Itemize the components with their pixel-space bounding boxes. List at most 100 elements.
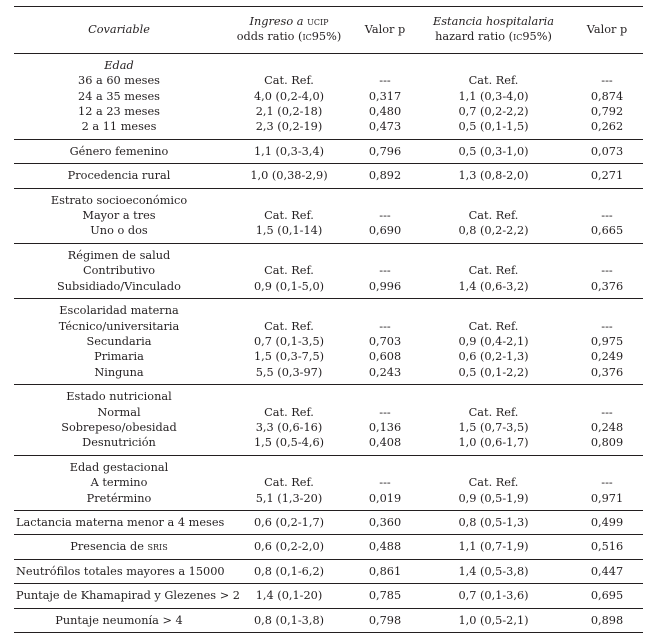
odds-ratio-cell xyxy=(224,385,354,405)
table-row: Secundaria 0,7 (0,1-3,5) 0,703 0,9 (0,4-2,1… xyxy=(14,334,643,349)
valor-p-estancia-cell: 0,516 xyxy=(571,534,643,560)
odds-ratio-cell: 1,0 (0,38-2,9) xyxy=(224,163,354,189)
covariable-label: Uno o dos xyxy=(14,223,224,244)
valor-p-ingreso-cell xyxy=(354,299,416,319)
row-group: Puntaje neumonía > 4 0,8 (0,1-3,8) 0,798 1,… xyxy=(14,608,643,633)
covariable-label: Secundaria xyxy=(86,334,152,348)
table-row: Sobrepeso/obesidad 3,3 (0,6-16) 0,136 1,5 (… xyxy=(14,420,643,435)
hazard-ratio-cell: 0,7 (0,1-3,6) xyxy=(416,583,571,609)
table-row: Neutrófilos totales mayores a 15000 0,8 (… xyxy=(14,559,643,585)
covariable-label: Mayor a tres xyxy=(82,209,156,223)
hazard-ratio-cell xyxy=(416,188,571,208)
hazard-ratio-cell: 0,7 (0,2-2,2) xyxy=(458,105,529,119)
covariable-label: Edad gestacional xyxy=(69,460,169,474)
covariable-label: 12 a 23 meses xyxy=(78,105,160,119)
document-page: Covariable Ingreso a ucip odds ratio (ic… xyxy=(14,6,643,633)
valor-p-estancia-cell: 0,376 xyxy=(571,364,643,386)
covariable-label: Estrato socioeconómico xyxy=(50,193,188,207)
valor-p-estancia-cell: 0,695 xyxy=(571,583,643,609)
table-row: 24 a 35 meses 4,0 (0,2-4,0) 0,317 1,1 (0,3-… xyxy=(14,89,643,104)
odds-ratio-cell: 1,5 (0,3-7,5) xyxy=(253,350,325,364)
hazard-ratio-cell: 1,4 (0,5-3,8) xyxy=(416,559,571,585)
hazard-ratio-cell: 0,6 (0,2-1,3) xyxy=(458,350,529,364)
valor-p-ingreso-cell: 0,608 xyxy=(368,350,402,364)
valor-p-ingreso-cell: --- xyxy=(379,74,391,88)
covariable-label-abbrev: sris xyxy=(147,540,168,554)
hazard-ratio-cell: 1,0 (0,5-2,1) xyxy=(416,608,571,633)
covariable-label-text: Presencia de xyxy=(70,540,148,554)
table-row: Uno o dos 1,5 (0,1-14) 0,690 0,8 (0,2-2,2) 0… xyxy=(14,223,643,244)
valor-p-ingreso-cell: 0,408 xyxy=(354,435,416,456)
header-valor-p-2: Valor p xyxy=(571,6,643,54)
row-group: Estado nutricional Normal Cat. Ref. --- Cat.… xyxy=(14,385,643,456)
table-row: Puntaje de Khamapirad y Glezenes > 2 1,4 … xyxy=(14,583,643,609)
covariable-label: Técnico/universitaria xyxy=(58,319,180,333)
row-group: Puntaje de Khamapirad y Glezenes > 2 1,4 … xyxy=(14,583,643,609)
valor-p-ingreso-cell: --- xyxy=(379,209,391,223)
covariable-label: Contributivo xyxy=(82,264,156,278)
hazard-ratio-cell: 1,4 (0,6-3,2) xyxy=(416,278,571,300)
table-row: Lactancia materna menor a 4 meses 0,6 (0,… xyxy=(14,510,643,536)
table-row: Presencia de sris 0,6 (0,2-2,0) 0,488 1,1 (… xyxy=(14,534,643,560)
table-row: Subsidiado/Vinculado 0,9 (0,1-5,0) 0,996 1,… xyxy=(14,278,643,300)
hazard-ratio-cell: 0,5 (0,1-1,5) xyxy=(416,119,571,140)
hazard-ratio-cell: 0,5 (0,3-1,0) xyxy=(416,139,571,165)
valor-p-estancia-cell: 0,447 xyxy=(571,559,643,585)
table-row: Ninguna 5,5 (0,3-97) 0,243 0,5 (0,1-2,2) 0,3… xyxy=(14,364,643,386)
table-row: Pretérmino 5,1 (1,3-20) 0,019 0,9 (0,5-1,9)… xyxy=(14,490,643,511)
valor-p-ingreso-cell: 0,243 xyxy=(354,364,416,386)
table-row: Edad xyxy=(14,53,643,73)
table-row: Procedencia rural 1,0 (0,38-2,9) 0,892 1,3 … xyxy=(14,163,643,189)
hazard-ratio-cell: 1,1 (0,3-4,0) xyxy=(458,89,529,103)
hazard-ratio-cell: 0,5 (0,1-2,2) xyxy=(416,364,571,386)
table-row: Mayor a tres Cat. Ref. --- Cat. Ref. --- xyxy=(14,208,643,223)
header-estancia-text: Estancia hospitalaria xyxy=(433,15,554,28)
odds-ratio-cell: Cat. Ref. xyxy=(264,264,314,278)
covariable-label: Edad xyxy=(104,58,134,72)
valor-p-ingreso-cell: 0,703 xyxy=(368,334,402,348)
hazard-ratio-cell: Cat. Ref. xyxy=(468,209,519,223)
odds-ratio-cell: Cat. Ref. xyxy=(264,476,314,490)
covariable-label: Normal xyxy=(97,405,141,419)
covariable-label: 2 a 11 meses xyxy=(14,119,224,140)
hazard-ratio-cell: 1,0 (0,6-1,7) xyxy=(416,435,571,456)
valor-p-ingreso-cell: 0,136 xyxy=(368,420,402,434)
odds-ratio-cell: Cat. Ref. xyxy=(264,319,314,333)
odds-ratio-cell: 5,5 (0,3-97) xyxy=(224,364,354,386)
header-ic-abbrev-2: ic xyxy=(513,30,523,44)
valor-p-estancia-cell: 0,971 xyxy=(571,490,643,511)
covariable-label: Puntaje de Khamapirad y Glezenes > 2 xyxy=(14,583,240,609)
header-odds-ratio-text: odds ratio ( xyxy=(236,30,303,44)
odds-ratio-cell xyxy=(224,53,354,73)
hazard-ratio-cell: Cat. Ref. xyxy=(468,74,519,88)
header-valor-p-1: Valor p xyxy=(354,6,416,54)
valor-p-ingreso-cell: 0,488 xyxy=(354,534,416,560)
covariable-label: 24 a 35 meses xyxy=(78,89,160,103)
header-ic-abbrev: ic xyxy=(302,30,312,44)
hazard-ratio-cell: 1,1 (0,7-1,9) xyxy=(416,534,571,560)
valor-p-estancia-cell: 0,249 xyxy=(590,350,624,364)
valor-p-estancia-cell: --- xyxy=(601,319,613,333)
covariable-label: Neutrófilos totales mayores a 15000 xyxy=(14,559,225,585)
hazard-ratio-cell: 0,9 (0,5-1,9) xyxy=(416,490,571,511)
valor-p-ingreso-cell: 0,861 xyxy=(354,559,416,585)
table-row: Régimen de salud xyxy=(14,243,643,263)
valor-p-estancia-cell: --- xyxy=(601,264,613,278)
valor-p-estancia-cell: --- xyxy=(601,209,613,223)
table-row: Escolaridad materna xyxy=(14,299,643,319)
valor-p-ingreso-cell: --- xyxy=(379,264,391,278)
header-ucip-abbrev: ucip xyxy=(307,15,329,28)
covariable-label: Desnutrición xyxy=(14,435,224,456)
valor-p-ingreso-cell xyxy=(354,188,416,208)
valor-p-ingreso-cell: --- xyxy=(379,319,391,333)
valor-p-ingreso-cell xyxy=(354,53,416,73)
valor-p-estancia-cell xyxy=(571,385,643,405)
valor-p-estancia-cell: --- xyxy=(601,405,613,419)
odds-ratio-cell: 1,1 (0,3-3,4) xyxy=(224,139,354,165)
valor-p-ingreso-cell: 0,473 xyxy=(354,119,416,140)
table-row: 36 a 60 meses Cat. Ref. --- Cat. Ref. --- xyxy=(14,73,643,88)
covariable-label: Puntaje neumonía > 4 xyxy=(14,608,224,633)
table-row: Contributivo Cat. Ref. --- Cat. Ref. --- xyxy=(14,263,643,278)
table-row: Desnutrición 1,5 (0,5-4,6) 0,408 1,0 (0,6-1… xyxy=(14,435,643,456)
odds-ratio-cell: 1,4 (0,1-20) xyxy=(224,583,354,609)
